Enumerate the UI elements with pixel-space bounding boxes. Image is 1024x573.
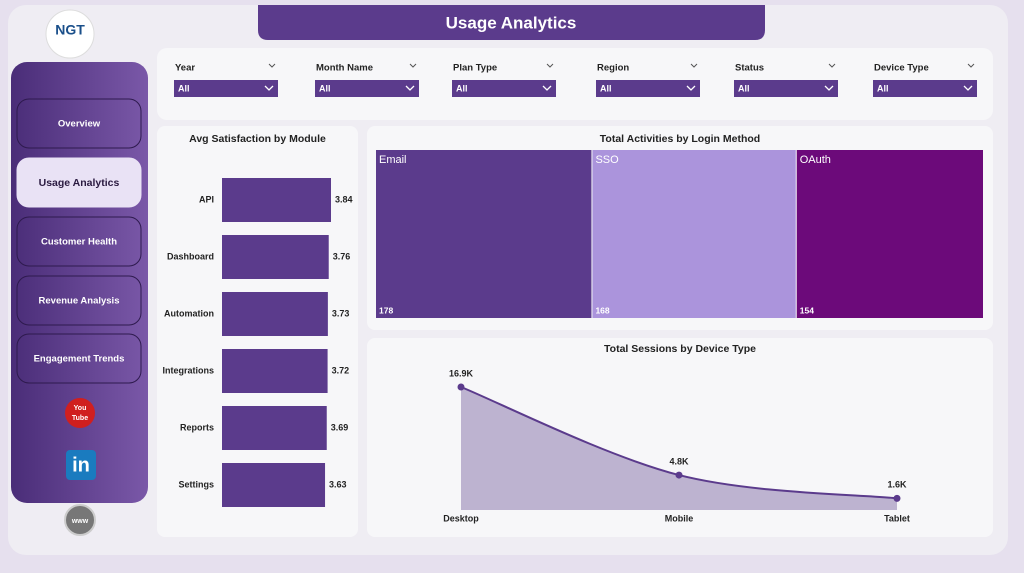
data-label: 1.6K	[887, 480, 907, 490]
dropdown-chevron	[963, 85, 973, 91]
nav-button[interactable]	[16, 216, 142, 267]
data-label: 154	[800, 305, 814, 315]
x-tick-label: Mobile	[665, 513, 694, 523]
filter-dropdown[interactable]	[734, 80, 838, 97]
filter-value: All	[738, 83, 750, 93]
bar	[222, 178, 331, 222]
chart-title: Total Activities by Login Method	[600, 133, 760, 145]
data-label: 3.76	[333, 251, 351, 261]
treemap-tile	[376, 150, 592, 318]
nav-label: Revenue Analysis	[39, 296, 120, 307]
bar	[222, 292, 328, 336]
dropdown-chevron	[264, 85, 274, 91]
filter-dropdown[interactable]	[873, 80, 977, 97]
filter-panel	[157, 48, 993, 120]
nav-button[interactable]	[16, 98, 142, 149]
logo	[45, 9, 95, 59]
filter-label: Plan Type	[453, 63, 497, 74]
y-tick-label: Settings	[178, 479, 214, 489]
data-label: 3.72	[332, 365, 350, 375]
header-title: Usage Analytics	[446, 13, 577, 32]
point	[457, 383, 465, 391]
y-tick-label: Reports	[180, 422, 214, 432]
tile-label: Email	[379, 154, 407, 166]
filter-chevron	[409, 63, 417, 68]
nav-label: Customer Health	[41, 237, 117, 248]
y-tick-label: Integrations	[162, 365, 214, 375]
filter-value: All	[178, 83, 190, 93]
data-label: 3.63	[329, 479, 347, 489]
y-tick-label: Automation	[164, 308, 214, 318]
filter-dropdown[interactable]	[174, 80, 278, 97]
filter-chevron	[546, 63, 554, 68]
filter-label: Region	[597, 63, 629, 74]
treemap-tile	[796, 150, 983, 318]
filter-label: Year	[175, 63, 195, 74]
filter-value: All	[319, 83, 331, 93]
nav-label: Usage Analytics	[39, 177, 120, 189]
filter-dropdown[interactable]	[452, 80, 556, 97]
bar	[222, 463, 326, 507]
bar	[222, 349, 328, 393]
filter-chevron	[828, 63, 836, 68]
nav-button[interactable]	[16, 333, 142, 384]
tile-label: SSO	[595, 154, 619, 166]
bar	[222, 406, 327, 450]
x-tick-label: Tablet	[884, 513, 910, 523]
x-tick-label: Desktop	[443, 513, 479, 523]
youtube-icon[interactable]	[65, 398, 95, 428]
filter-label: Device Type	[874, 63, 929, 74]
data-label: 3.73	[332, 308, 350, 318]
linkedin-icon[interactable]	[66, 450, 96, 480]
filter-value: All	[877, 83, 889, 93]
data-label: 3.69	[331, 422, 349, 432]
filter-chevron	[268, 63, 276, 68]
nav-label: Overview	[58, 119, 101, 130]
chart-title: Total Sessions by Device Type	[604, 343, 756, 355]
tile-label: OAuth	[800, 154, 831, 166]
data-label: 168	[595, 305, 609, 315]
website-text: www	[71, 518, 89, 525]
data-label: 16.9K	[449, 368, 474, 378]
y-tick-label: Dashboard	[167, 251, 214, 261]
dropdown-chevron	[686, 85, 696, 91]
filter-value: All	[600, 83, 612, 93]
website-icon[interactable]	[64, 504, 96, 536]
filter-label: Status	[735, 63, 764, 74]
data-label: 3.84	[335, 194, 353, 204]
youtube-text: You	[74, 405, 87, 412]
header-banner	[258, 5, 765, 40]
chart-title: Avg Satisfaction by Module	[189, 133, 326, 145]
filter-chevron	[690, 63, 698, 68]
data-label: 178	[379, 305, 393, 315]
bar	[222, 235, 329, 279]
linkedin-text: in	[72, 454, 90, 476]
filter-label: Month Name	[316, 63, 373, 74]
dropdown-chevron	[542, 85, 552, 91]
filter-dropdown[interactable]	[315, 80, 419, 97]
nav-label: Engagement Trends	[34, 354, 125, 365]
nav-button[interactable]	[16, 157, 142, 208]
dropdown-chevron	[405, 85, 415, 91]
point	[893, 494, 901, 502]
y-tick-label: API	[199, 194, 214, 204]
filter-value: All	[456, 83, 468, 93]
area	[461, 387, 897, 510]
point	[675, 471, 683, 479]
logo-text: NGT	[55, 22, 85, 38]
data-label: 4.8K	[669, 456, 689, 466]
treemap-tile	[592, 150, 796, 318]
filter-dropdown[interactable]	[596, 80, 700, 97]
dropdown-chevron	[824, 85, 834, 91]
youtube-text: Tube	[72, 415, 88, 422]
filter-chevron	[967, 63, 975, 68]
nav-button[interactable]	[16, 275, 142, 326]
